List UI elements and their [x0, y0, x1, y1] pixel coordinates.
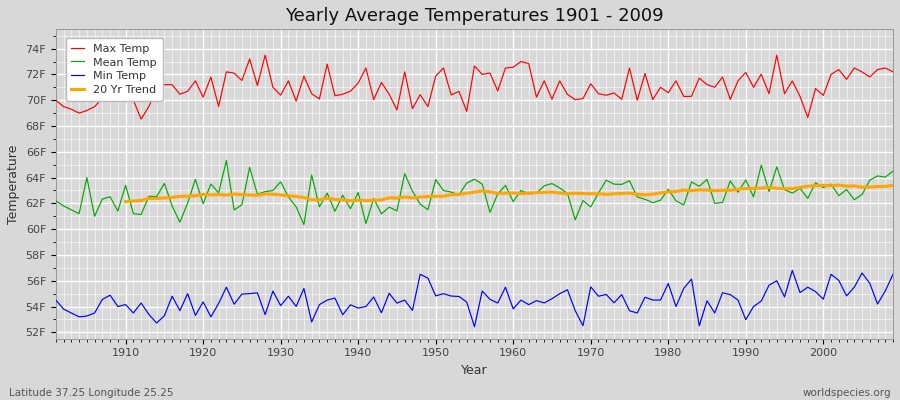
Min Temp [112, 304, 123, 309]
Max Temp [887, 70, 898, 74]
Min Temp [283, 294, 293, 299]
Mean Temp [523, 192, 534, 196]
Line: Max Temp: Max Temp [56, 55, 893, 119]
Min Temp [50, 298, 61, 302]
Max Temp [50, 98, 61, 103]
Max Temp [345, 89, 356, 94]
Mean Temp [887, 169, 898, 174]
Min Temp [787, 268, 797, 273]
20 Yr Trend [887, 183, 898, 188]
X-axis label: Year: Year [461, 364, 488, 377]
Max Temp [136, 117, 147, 122]
20 Yr Trend [578, 191, 589, 196]
Mean Temp [345, 206, 356, 211]
Max Temp [112, 95, 123, 100]
20 Yr Trend [516, 191, 526, 196]
Min Temp [608, 300, 619, 305]
Min Temp [469, 324, 480, 329]
Mean Temp [516, 188, 526, 193]
Y-axis label: Temperature: Temperature [7, 144, 20, 224]
Max Temp [516, 59, 526, 64]
Min Temp [516, 298, 526, 302]
20 Yr Trend [299, 195, 310, 200]
Text: worldspecies.org: worldspecies.org [803, 388, 891, 398]
Mean Temp [299, 222, 310, 227]
Mean Temp [112, 209, 123, 214]
Mean Temp [291, 204, 302, 209]
Max Temp [616, 97, 627, 102]
Max Temp [260, 53, 271, 58]
Max Temp [299, 74, 310, 78]
Min Temp [887, 272, 898, 277]
20 Yr Trend [833, 183, 844, 188]
20 Yr Trend [267, 192, 278, 197]
Mean Temp [616, 182, 627, 187]
Mean Temp [50, 198, 61, 203]
Mean Temp [221, 158, 232, 163]
20 Yr Trend [825, 183, 836, 188]
20 Yr Trend [857, 185, 868, 190]
Legend: Max Temp, Mean Temp, Min Temp, 20 Yr Trend: Max Temp, Mean Temp, Min Temp, 20 Yr Tre… [66, 38, 163, 101]
Min Temp [329, 296, 340, 300]
Line: 20 Yr Trend: 20 Yr Trend [126, 185, 893, 202]
Title: Yearly Average Temperatures 1901 - 2009: Yearly Average Temperatures 1901 - 2009 [285, 7, 664, 25]
Line: Mean Temp: Mean Temp [56, 160, 893, 225]
Max Temp [523, 61, 534, 66]
20 Yr Trend [121, 199, 131, 204]
Line: Min Temp: Min Temp [56, 270, 893, 327]
Min Temp [508, 306, 518, 311]
Text: Latitude 37.25 Longitude 25.25: Latitude 37.25 Longitude 25.25 [9, 388, 174, 398]
